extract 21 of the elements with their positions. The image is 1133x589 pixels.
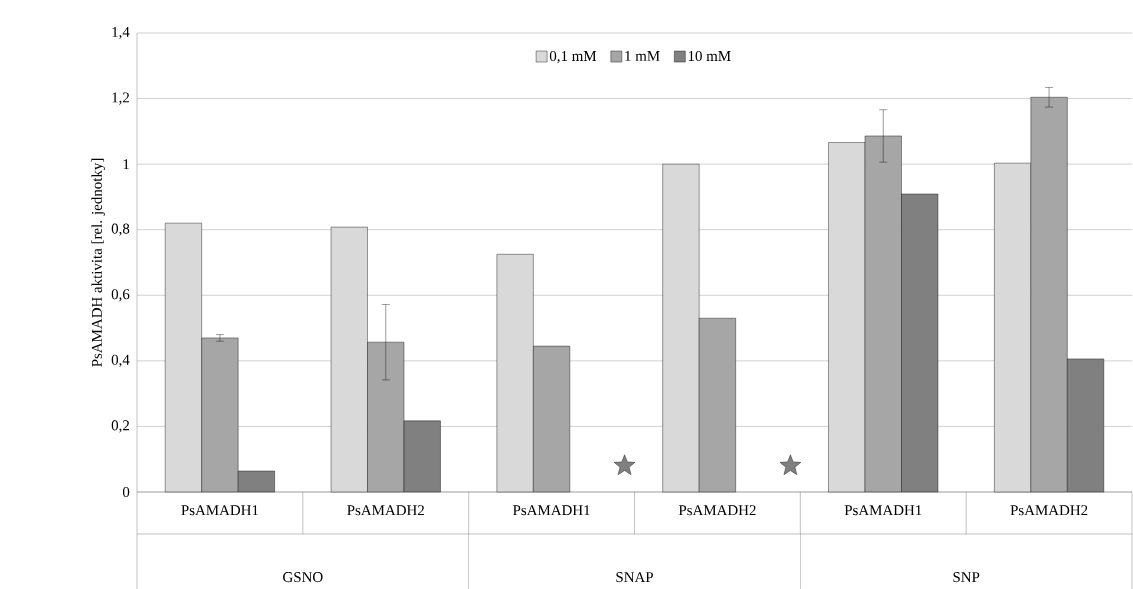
text: GSNO	[283, 572, 323, 583]
y-tick-label: 1,2	[112, 92, 129, 105]
y-tick-label: 1	[123, 159, 129, 169]
text: SNP	[953, 572, 980, 583]
x-tick-label: PsAMADH1	[181, 505, 259, 516]
x-tick-label: PsAMADH2	[1010, 505, 1088, 516]
y-tick-label: 1,4	[112, 26, 130, 39]
x-tick-label: PsAMADH2	[347, 505, 424, 516]
legend-label: 1 mM	[625, 50, 660, 61]
y-tick-label: 0,6	[111, 289, 130, 302]
y-tick-label: 0	[122, 486, 130, 497]
x-tick-label: PsAMADH1	[513, 505, 590, 516]
x-tick-label: PsAMADH1	[844, 505, 922, 516]
y-tick-label: 0,4	[111, 354, 130, 367]
legend-label: 0,1 mM	[549, 50, 597, 64]
x-tick-label: PsAMADH2	[678, 505, 756, 516]
y-tick-label: 0,2	[111, 420, 129, 433]
legend-label: 10 mM	[688, 50, 731, 61]
y-tick-label: 0,8	[111, 223, 130, 236]
text: SNAP	[616, 572, 653, 583]
y-axis-title: PsAMADH aktivita [rel. jednotky]	[91, 158, 105, 367]
